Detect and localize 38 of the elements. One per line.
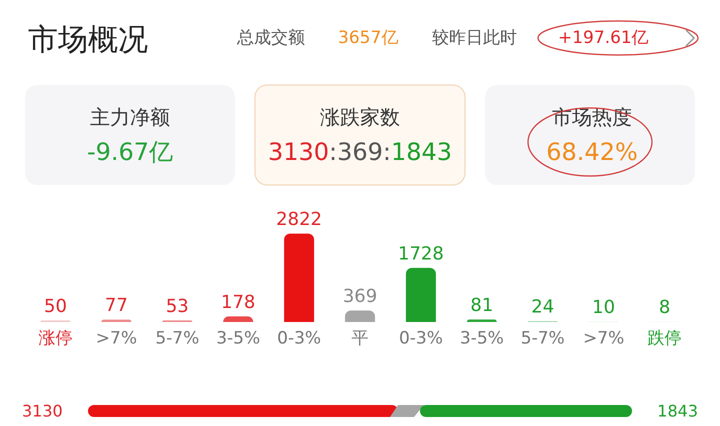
bar — [466, 319, 497, 322]
x-tick-label: >7% — [583, 328, 624, 348]
data-label: 53 — [166, 296, 189, 317]
text: -9.67亿 — [86, 138, 174, 166]
chart-title: 市场概况 — [28, 22, 148, 58]
text: 涨跌家数 — [320, 105, 400, 129]
x-tick-label: 0-3% — [398, 328, 443, 348]
text: 3130 — [22, 402, 63, 420]
bar — [284, 234, 314, 322]
data-label: 77 — [104, 295, 128, 316]
x-tick-label: 5-7% — [155, 328, 200, 348]
data-label: 8 — [658, 297, 670, 318]
x-tick-label: 3-5% — [216, 328, 260, 348]
data-label: 50 — [44, 296, 67, 317]
text: 1843 — [657, 402, 698, 420]
x-tick-label: >7% — [96, 328, 137, 348]
x-tick-label: 跌停 — [648, 328, 682, 348]
data-label: 178 — [221, 292, 256, 313]
text: 较昨日此时 — [432, 28, 517, 48]
text: +197.61亿 — [558, 28, 649, 48]
text: 主力净额 — [90, 105, 170, 129]
x-tick-label: 平 — [352, 328, 368, 348]
data-label: 369 — [342, 286, 378, 307]
text: 总成交额 — [236, 28, 305, 48]
data-label: 2822 — [276, 209, 322, 230]
data-label: 24 — [531, 296, 554, 318]
bar — [345, 310, 375, 322]
text: 68.42% — [546, 138, 638, 166]
x-tick-label: 3-5% — [460, 328, 504, 348]
data-label: 10 — [592, 297, 616, 318]
text: 3130:369:1843 — [268, 138, 452, 166]
x-tick-label: 0-3% — [277, 328, 322, 348]
data-label: 1728 — [398, 243, 444, 264]
x-tick-label: 涨停 — [38, 328, 72, 348]
x-tick-label: 5-7% — [520, 328, 565, 348]
data-label: 81 — [470, 294, 494, 316]
bar — [406, 268, 436, 322]
text: 3657亿 — [338, 28, 398, 48]
